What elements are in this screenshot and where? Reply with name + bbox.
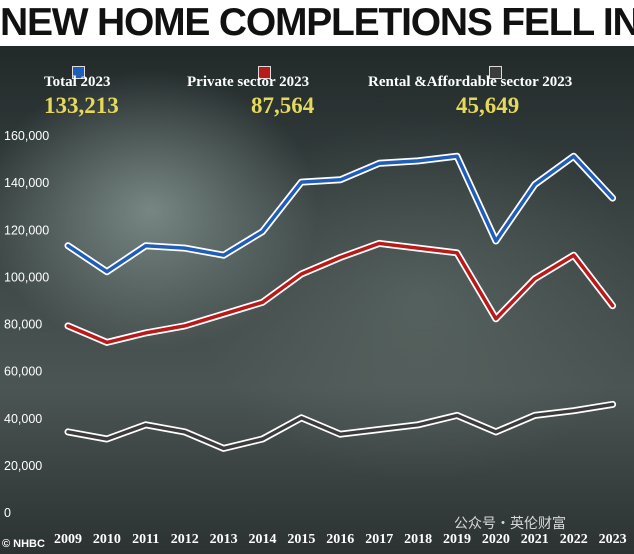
x-tick-label: 2018 xyxy=(404,532,432,547)
x-tick-label: 2022 xyxy=(560,532,588,547)
x-tick-label: 2016 xyxy=(326,532,354,547)
y-tick-label: 40,000 xyxy=(4,412,42,426)
legend-value-private: 87,564 xyxy=(251,93,315,118)
x-tick-label: 2010 xyxy=(93,532,121,547)
x-tick-label: 2021 xyxy=(521,532,549,547)
x-tick-label: 2011 xyxy=(132,532,159,547)
y-tick-label: 140,000 xyxy=(4,176,49,190)
legend-label-total: Total 2023 xyxy=(44,74,111,90)
x-tick-label: 2013 xyxy=(210,532,238,547)
x-tick-label: 2020 xyxy=(482,532,510,547)
x-tick-label: 2012 xyxy=(171,532,199,547)
legend-value-rental: 45,649 xyxy=(456,93,520,118)
source-credit-text: NHBC xyxy=(13,538,45,550)
x-tick-label: 2019 xyxy=(443,532,471,547)
source-credit: © NHBC xyxy=(2,538,45,550)
watermark-text: 公众号・英伦财富 xyxy=(454,515,566,532)
y-tick-label: 120,000 xyxy=(4,223,49,237)
x-tick-label: 2009 xyxy=(54,532,82,547)
series-line-0 xyxy=(66,154,615,274)
legend-label-private: Private sector 2023 xyxy=(187,74,310,90)
y-tick-label: 20,000 xyxy=(4,459,42,473)
y-tick-label: 60,000 xyxy=(4,365,42,379)
y-tick-label: 160,000 xyxy=(4,129,49,143)
series-line-2 xyxy=(66,402,615,451)
y-tick-label: 80,000 xyxy=(4,318,42,332)
chart-title: NEW HOME COMPLETIONS FELL IN 2023 xyxy=(0,0,634,46)
x-tick-label: 2017 xyxy=(365,532,393,547)
x-tick-label: 2014 xyxy=(249,532,277,547)
x-tick-label: 2023 xyxy=(599,532,627,547)
legend-swatch-rental xyxy=(489,66,502,79)
series-line-1 xyxy=(66,241,615,345)
y-tick-label: 0 xyxy=(4,506,11,520)
x-tick-label: 2015 xyxy=(287,532,315,547)
legend-label-rental: Rental &Affordable sector 2023 xyxy=(368,74,573,90)
legend-swatch-total xyxy=(72,66,85,79)
y-tick-label: 100,000 xyxy=(4,270,49,284)
legend-swatch-private xyxy=(258,66,271,79)
legend-value-total: 133,213 xyxy=(44,93,119,118)
